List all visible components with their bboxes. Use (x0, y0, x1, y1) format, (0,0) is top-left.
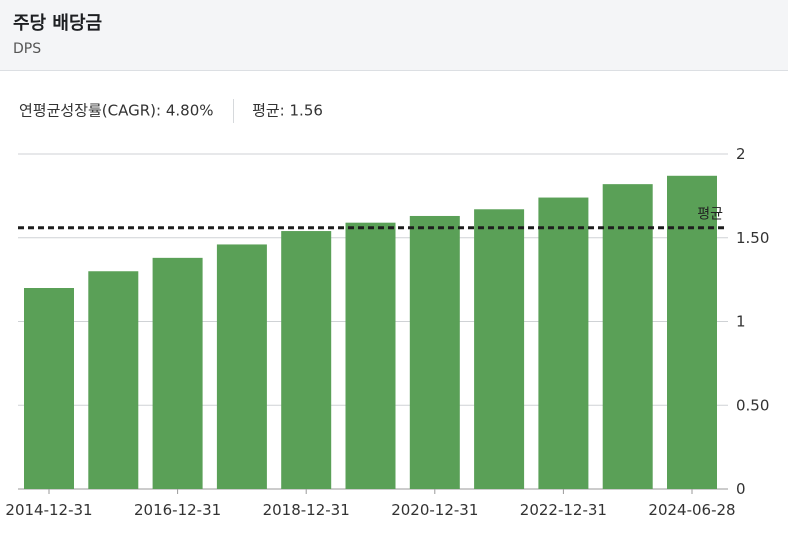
cagr-label: 연평균성장률(CAGR): (19, 101, 162, 120)
bar (88, 271, 139, 489)
average-label: 평균: (252, 101, 285, 120)
bar (281, 231, 332, 490)
bar (602, 184, 653, 489)
bar (216, 244, 267, 489)
y-tick-label: 1.50 (736, 229, 769, 247)
bar (24, 288, 74, 489)
chart-header: 주당 배당금 DPS (0, 0, 788, 71)
y-tick-label: 1 (736, 313, 746, 331)
bar (345, 222, 396, 490)
y-tick-label: 0 (736, 480, 746, 498)
x-tick-label: 2016-12-31 (134, 501, 221, 519)
average-line-label: 평균 (697, 207, 723, 223)
y-tick-label: 2 (736, 145, 746, 163)
chart-subtitle: DPS (13, 41, 42, 57)
stats-row: 연평균성장률(CAGR): 4.80% 평균: 1.56 (19, 99, 323, 123)
x-tick-label: 2014-12-31 (5, 501, 92, 519)
cagr-value: 4.80% (165, 101, 214, 120)
y-tick-label: 0.50 (736, 396, 769, 414)
x-tick-label: 2020-12-31 (391, 501, 478, 519)
x-tick-label: 2018-12-31 (263, 501, 350, 519)
bar (474, 209, 525, 489)
bar (538, 197, 589, 490)
average-value: 1.56 (289, 101, 323, 120)
bar (409, 215, 460, 489)
bar (152, 257, 203, 489)
chart-title: 주당 배당금 (13, 13, 103, 34)
bar (667, 175, 717, 489)
stats-divider (233, 99, 235, 123)
x-tick-label: 2022-12-31 (520, 501, 607, 519)
x-tick-label: 2024-06-28 (648, 501, 735, 519)
